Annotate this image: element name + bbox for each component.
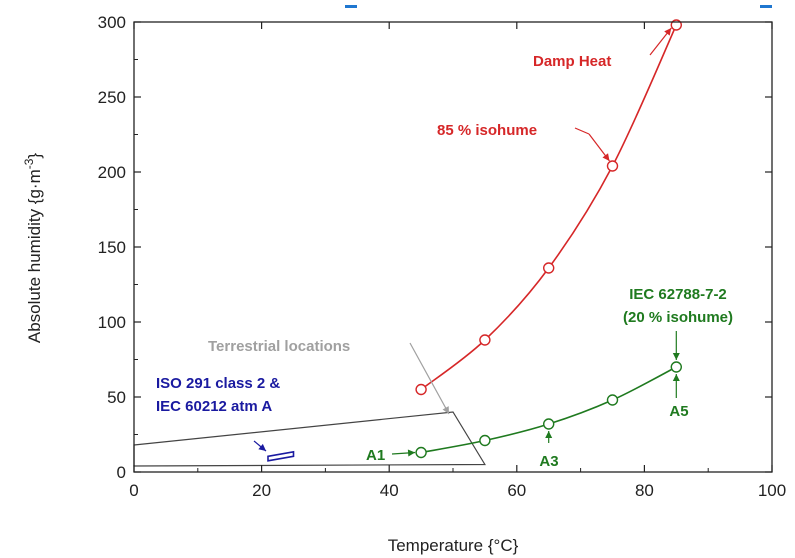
label-a1: A1 — [366, 447, 385, 464]
label-iso-line2: IEC 60212 atm A — [156, 398, 272, 415]
label-iec-line1: IEC 62788-7-2 — [629, 286, 727, 303]
series-layer — [415, 19, 682, 459]
series-20-isohume-point — [479, 434, 491, 447]
leader-85-isohume — [574, 127, 590, 135]
series-20-isohume-point — [543, 418, 555, 430]
arrow-iso-head — [258, 443, 266, 451]
x-tick-label: 100 — [758, 481, 786, 500]
regions-layer — [133, 411, 486, 467]
arrow-damp-heat-head — [664, 28, 672, 36]
y-tick-label: 250 — [98, 88, 126, 107]
series-20-isohume-point — [415, 446, 427, 459]
y-tick-label: 200 — [98, 163, 126, 182]
label-iec-line2: (20 % isohume) — [623, 309, 733, 326]
label-a3: A3 — [539, 453, 558, 470]
arrow-a5-head — [672, 374, 680, 381]
y-tick-label: 300 — [98, 13, 126, 32]
series-85-isohume-line — [420, 24, 678, 391]
series-20-isohume-point — [670, 361, 682, 373]
banner-fragment — [760, 5, 772, 8]
y-tick-label: 0 — [117, 463, 126, 482]
series-85-isohume-point — [543, 262, 555, 274]
x-tick-label: 60 — [507, 481, 526, 500]
label-iso-line1: ISO 291 class 2 & — [156, 375, 280, 392]
arrow-iec-head — [672, 353, 680, 360]
y-tick-label: 150 — [98, 238, 126, 257]
label-a5: A5 — [669, 403, 688, 420]
y-axis-ticks: 0 50 100 150 200 250 300 — [98, 13, 772, 482]
iso-region — [267, 450, 295, 462]
x-tick-label: 0 — [129, 481, 138, 500]
series-85-isohume-point — [606, 160, 619, 172]
x-axis-title: Temperature {°C} — [388, 536, 519, 555]
series-85-isohume-point — [479, 334, 491, 346]
series-85-isohume-point — [415, 383, 427, 396]
arrow-a1-head — [407, 449, 416, 457]
y-tick-label: 100 — [98, 313, 126, 332]
x-tick-label: 80 — [635, 481, 654, 500]
label-terrestrial: Terrestrial locations — [208, 338, 350, 355]
x-axis-ticks: 0 20 40 60 80 100 — [129, 22, 786, 500]
label-85-isohume: 85 % isohume — [437, 122, 537, 139]
top-cropped-banner — [0, 0, 795, 8]
label-damp-heat: Damp Heat — [533, 53, 611, 70]
x-tick-label: 40 — [380, 481, 399, 500]
x-tick-label: 20 — [252, 481, 271, 500]
annotations-layer: Damp Heat 85 % isohume Terrestrial locatio… — [156, 27, 733, 470]
arrow-85-isohume-head — [602, 153, 610, 161]
arrow-terrestrial-line — [409, 342, 450, 415]
y-axis-title: Absolute humidity {g·m-3} — [22, 153, 44, 344]
terrestrial-region — [133, 411, 486, 467]
arrow-a3-head — [545, 431, 553, 438]
banner-fragment — [345, 5, 357, 8]
y-tick-label: 50 — [107, 388, 126, 407]
series-20-isohume-point — [606, 394, 619, 406]
arrow-terrestrial-head — [442, 406, 449, 414]
